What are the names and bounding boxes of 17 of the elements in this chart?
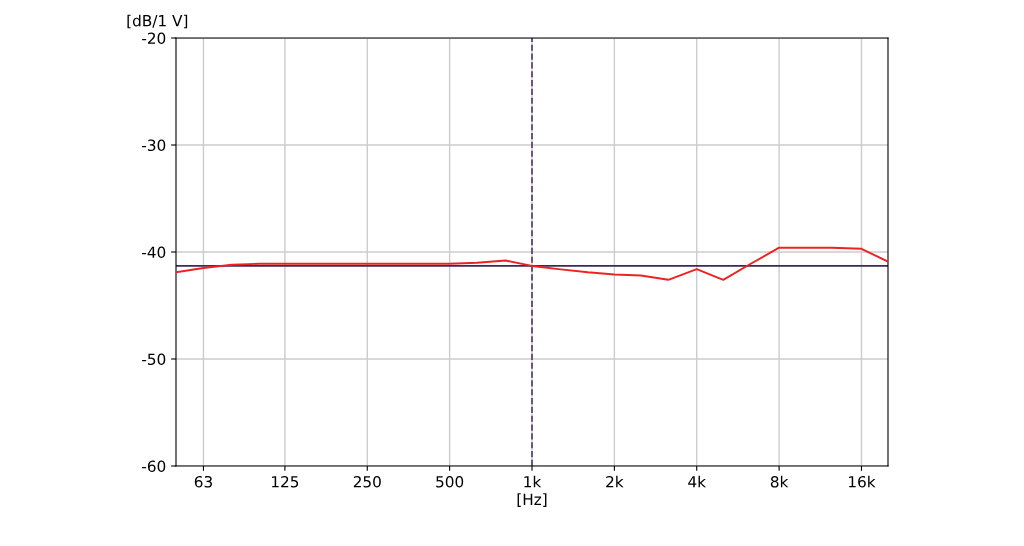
x-tick-label: 250 bbox=[353, 475, 381, 488]
y-axis-title: [dB/1 V] bbox=[127, 14, 188, 29]
y-tick-label: -50 bbox=[142, 353, 166, 366]
x-axis-title: [Hz] bbox=[517, 493, 547, 507]
y-tick-label: -60 bbox=[142, 460, 166, 473]
x-tick-label: 63 bbox=[194, 475, 212, 488]
x-tick-label: 8k bbox=[770, 475, 789, 488]
x-tick-label: 4k bbox=[688, 475, 706, 488]
x-tick-label: 125 bbox=[271, 475, 299, 488]
y-tick-label: -40 bbox=[142, 246, 166, 259]
line-series bbox=[176, 246, 888, 281]
x-tick-label: 1k bbox=[524, 475, 542, 488]
x-tick-label: 16k bbox=[849, 475, 876, 488]
x-tick-label: 2k bbox=[606, 475, 624, 488]
y-tick-label: -30 bbox=[142, 139, 166, 152]
x-tick-label: 500 bbox=[436, 475, 464, 488]
y-tick-label: -20 bbox=[142, 32, 166, 45]
